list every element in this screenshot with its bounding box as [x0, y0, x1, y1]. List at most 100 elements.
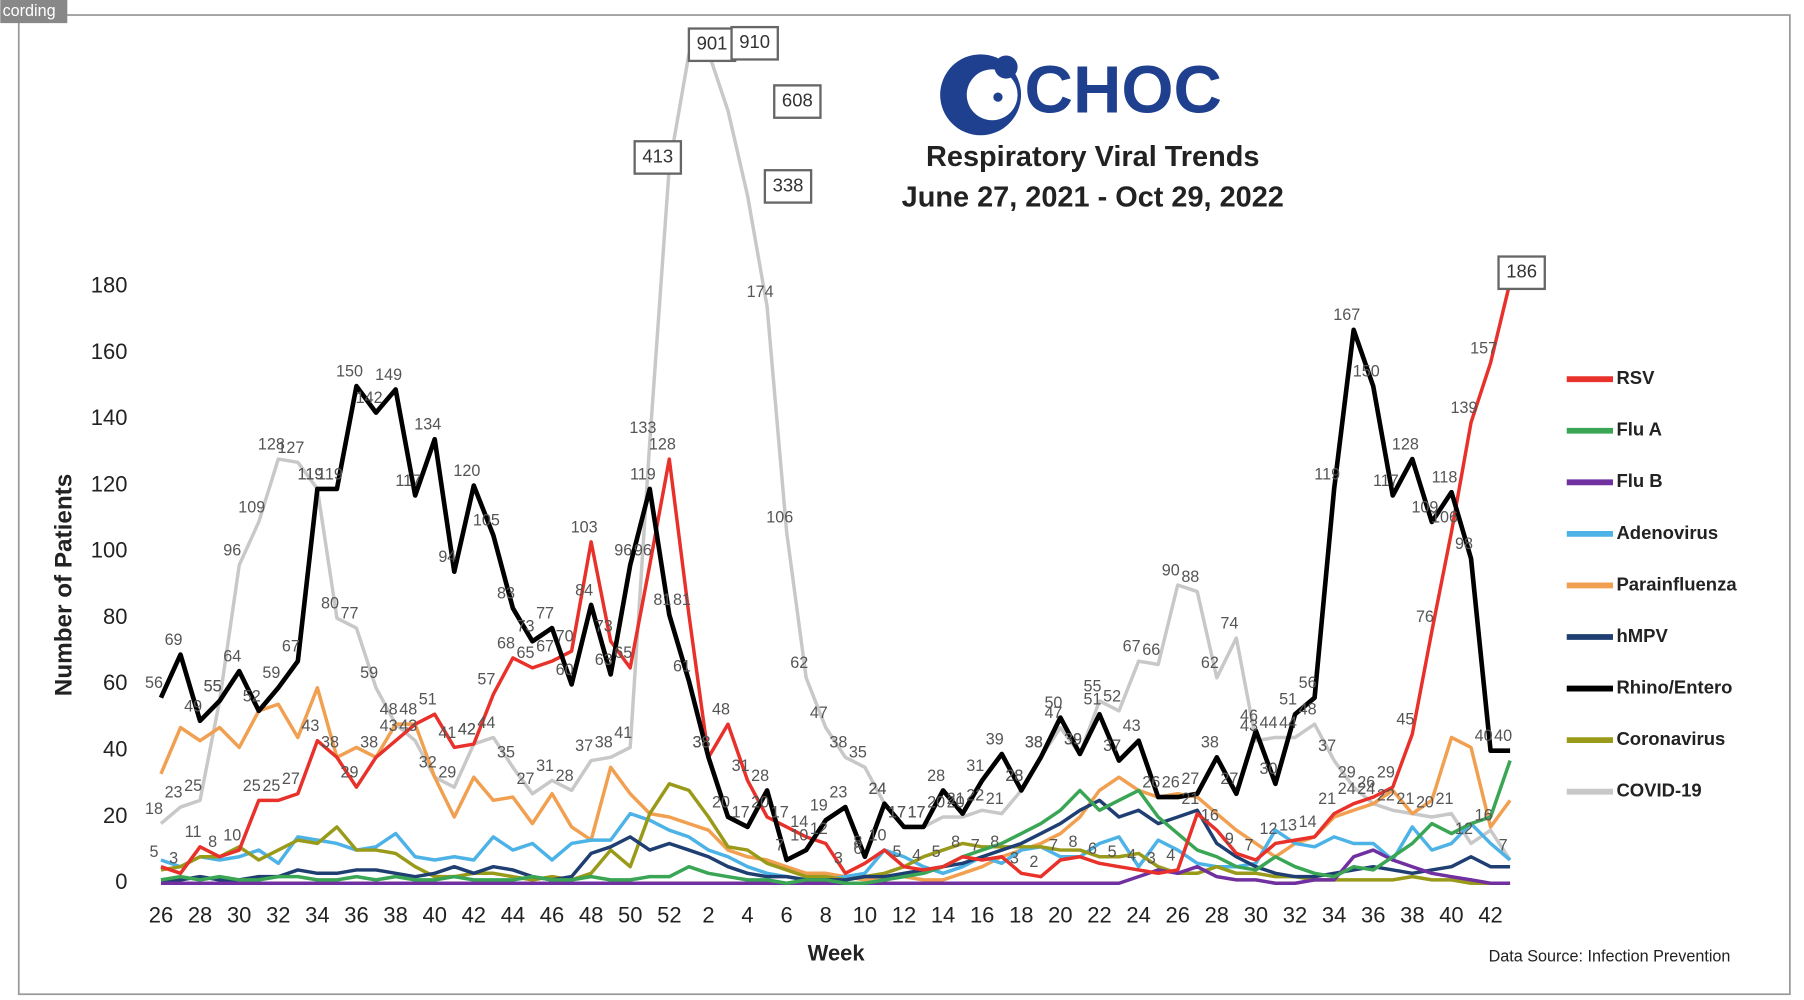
y-tick-label: 60	[103, 670, 127, 695]
data-label: 105	[473, 512, 500, 530]
y-tick-label: 0	[115, 869, 127, 894]
data-label: 8	[1068, 833, 1077, 851]
data-label: 3	[834, 850, 843, 868]
series-line	[159, 50, 1512, 861]
data-label: 117	[395, 472, 421, 490]
data-label: 38	[692, 734, 710, 752]
data-label: 109	[238, 498, 265, 516]
data-label: 18	[145, 800, 163, 818]
brand: CHOC	[1025, 53, 1222, 128]
data-label: 57	[477, 671, 495, 689]
data-label: 6	[1088, 840, 1097, 858]
data-label: 66	[1142, 641, 1160, 659]
data-label: 24	[1338, 780, 1356, 798]
data-label: 48	[380, 701, 398, 719]
data-label: 12	[810, 820, 828, 838]
data-label: 20	[1416, 793, 1434, 811]
data-label: 608	[782, 89, 813, 110]
y-tick-label: 80	[103, 604, 127, 629]
data-label: 8	[208, 833, 217, 851]
x-tick-label: 18	[1009, 903, 1033, 928]
data-label: 65	[614, 644, 632, 662]
data-label: 28	[556, 767, 574, 785]
data-label: 103	[571, 518, 598, 536]
data-label: 120	[453, 462, 480, 480]
data-label: 77	[536, 604, 554, 622]
data-label: 39	[986, 730, 1004, 748]
x-tick-label: 40	[1439, 903, 1463, 928]
x-tick-label: 42	[462, 903, 486, 928]
data-label: 67	[282, 638, 300, 656]
data-label: 65	[517, 644, 535, 662]
data-label: 12	[1455, 820, 1473, 838]
x-tick-label: 12	[892, 903, 916, 928]
data-label: 96	[614, 541, 632, 559]
data-label: 38	[1025, 734, 1043, 752]
data-label: 41	[438, 724, 456, 742]
data-label: 96	[634, 541, 652, 559]
data-label: 56	[1299, 674, 1317, 692]
data-label: 62	[790, 654, 808, 672]
data-label: 96	[223, 541, 241, 559]
data-label: 30	[1260, 760, 1278, 778]
data-label: 52	[1103, 687, 1121, 705]
data-label: 20	[947, 793, 965, 811]
data-label: 48	[399, 701, 417, 719]
data-label: 55	[204, 677, 222, 695]
data-label: 44	[477, 714, 495, 732]
data-label: 14	[790, 813, 808, 831]
value-box	[730, 25, 779, 61]
data-label: 76	[1416, 608, 1434, 626]
data-label: 26	[1142, 773, 1160, 791]
x-tick-label: 26	[1165, 903, 1189, 928]
y-axis-label: Number of Patients	[50, 474, 77, 696]
data-label: 5	[893, 843, 902, 861]
data-label: 186	[1506, 261, 1537, 282]
data-label: 38	[692, 734, 710, 752]
x-tick-label: 2	[702, 903, 714, 928]
data-label: 119	[317, 465, 343, 483]
data-label: 28	[927, 767, 945, 785]
data-label: 7	[1499, 836, 1508, 854]
data-label: 133	[629, 419, 656, 437]
data-label: 61	[673, 657, 691, 675]
x-tick-label: 16	[970, 903, 994, 928]
value-box	[763, 169, 813, 204]
data-label: 23	[165, 783, 183, 801]
x-tick-label: 40	[422, 903, 446, 928]
data-label: 29	[1377, 764, 1395, 782]
data-label: 32	[419, 754, 437, 772]
data-label: 50	[1044, 694, 1062, 712]
data-label: 47	[810, 704, 828, 722]
data-label: 80	[321, 595, 339, 613]
data-label: 35	[497, 744, 515, 762]
data-label: 21	[947, 790, 965, 808]
data-label: 40	[1494, 727, 1512, 745]
data-label: 52	[243, 687, 261, 705]
legend-label: Adenovirus	[1616, 522, 1718, 543]
data-label: 109	[1411, 498, 1438, 516]
x-tick-label: 46	[540, 903, 564, 928]
legend-label: hMPV	[1616, 625, 1668, 646]
data-label: 94	[438, 548, 456, 566]
data-label: 42	[458, 720, 476, 738]
data-label: 27	[282, 770, 300, 788]
data-label: 73	[517, 618, 535, 636]
data-label: 45	[1396, 711, 1414, 729]
data-label: 27	[517, 770, 535, 788]
data-label: 47	[1044, 704, 1062, 722]
legend-label: COVID-19	[1616, 780, 1701, 801]
data-label: 39	[1064, 730, 1082, 748]
series-line	[160, 760, 1512, 885]
data-label: 25	[184, 777, 202, 795]
data-label: 7	[775, 836, 784, 854]
data-label: 9	[1225, 830, 1234, 848]
data-label: 24	[868, 780, 886, 798]
y-tick-label: 160	[91, 339, 128, 364]
data-label: 7	[971, 836, 980, 854]
data-label: 35	[849, 744, 867, 762]
x-tick-label: 38	[383, 903, 407, 928]
source-note: Data Source: Infection Prevention	[1489, 948, 1731, 966]
x-tick-label: 26	[149, 903, 173, 928]
x-tick-label: 38	[1400, 903, 1424, 928]
